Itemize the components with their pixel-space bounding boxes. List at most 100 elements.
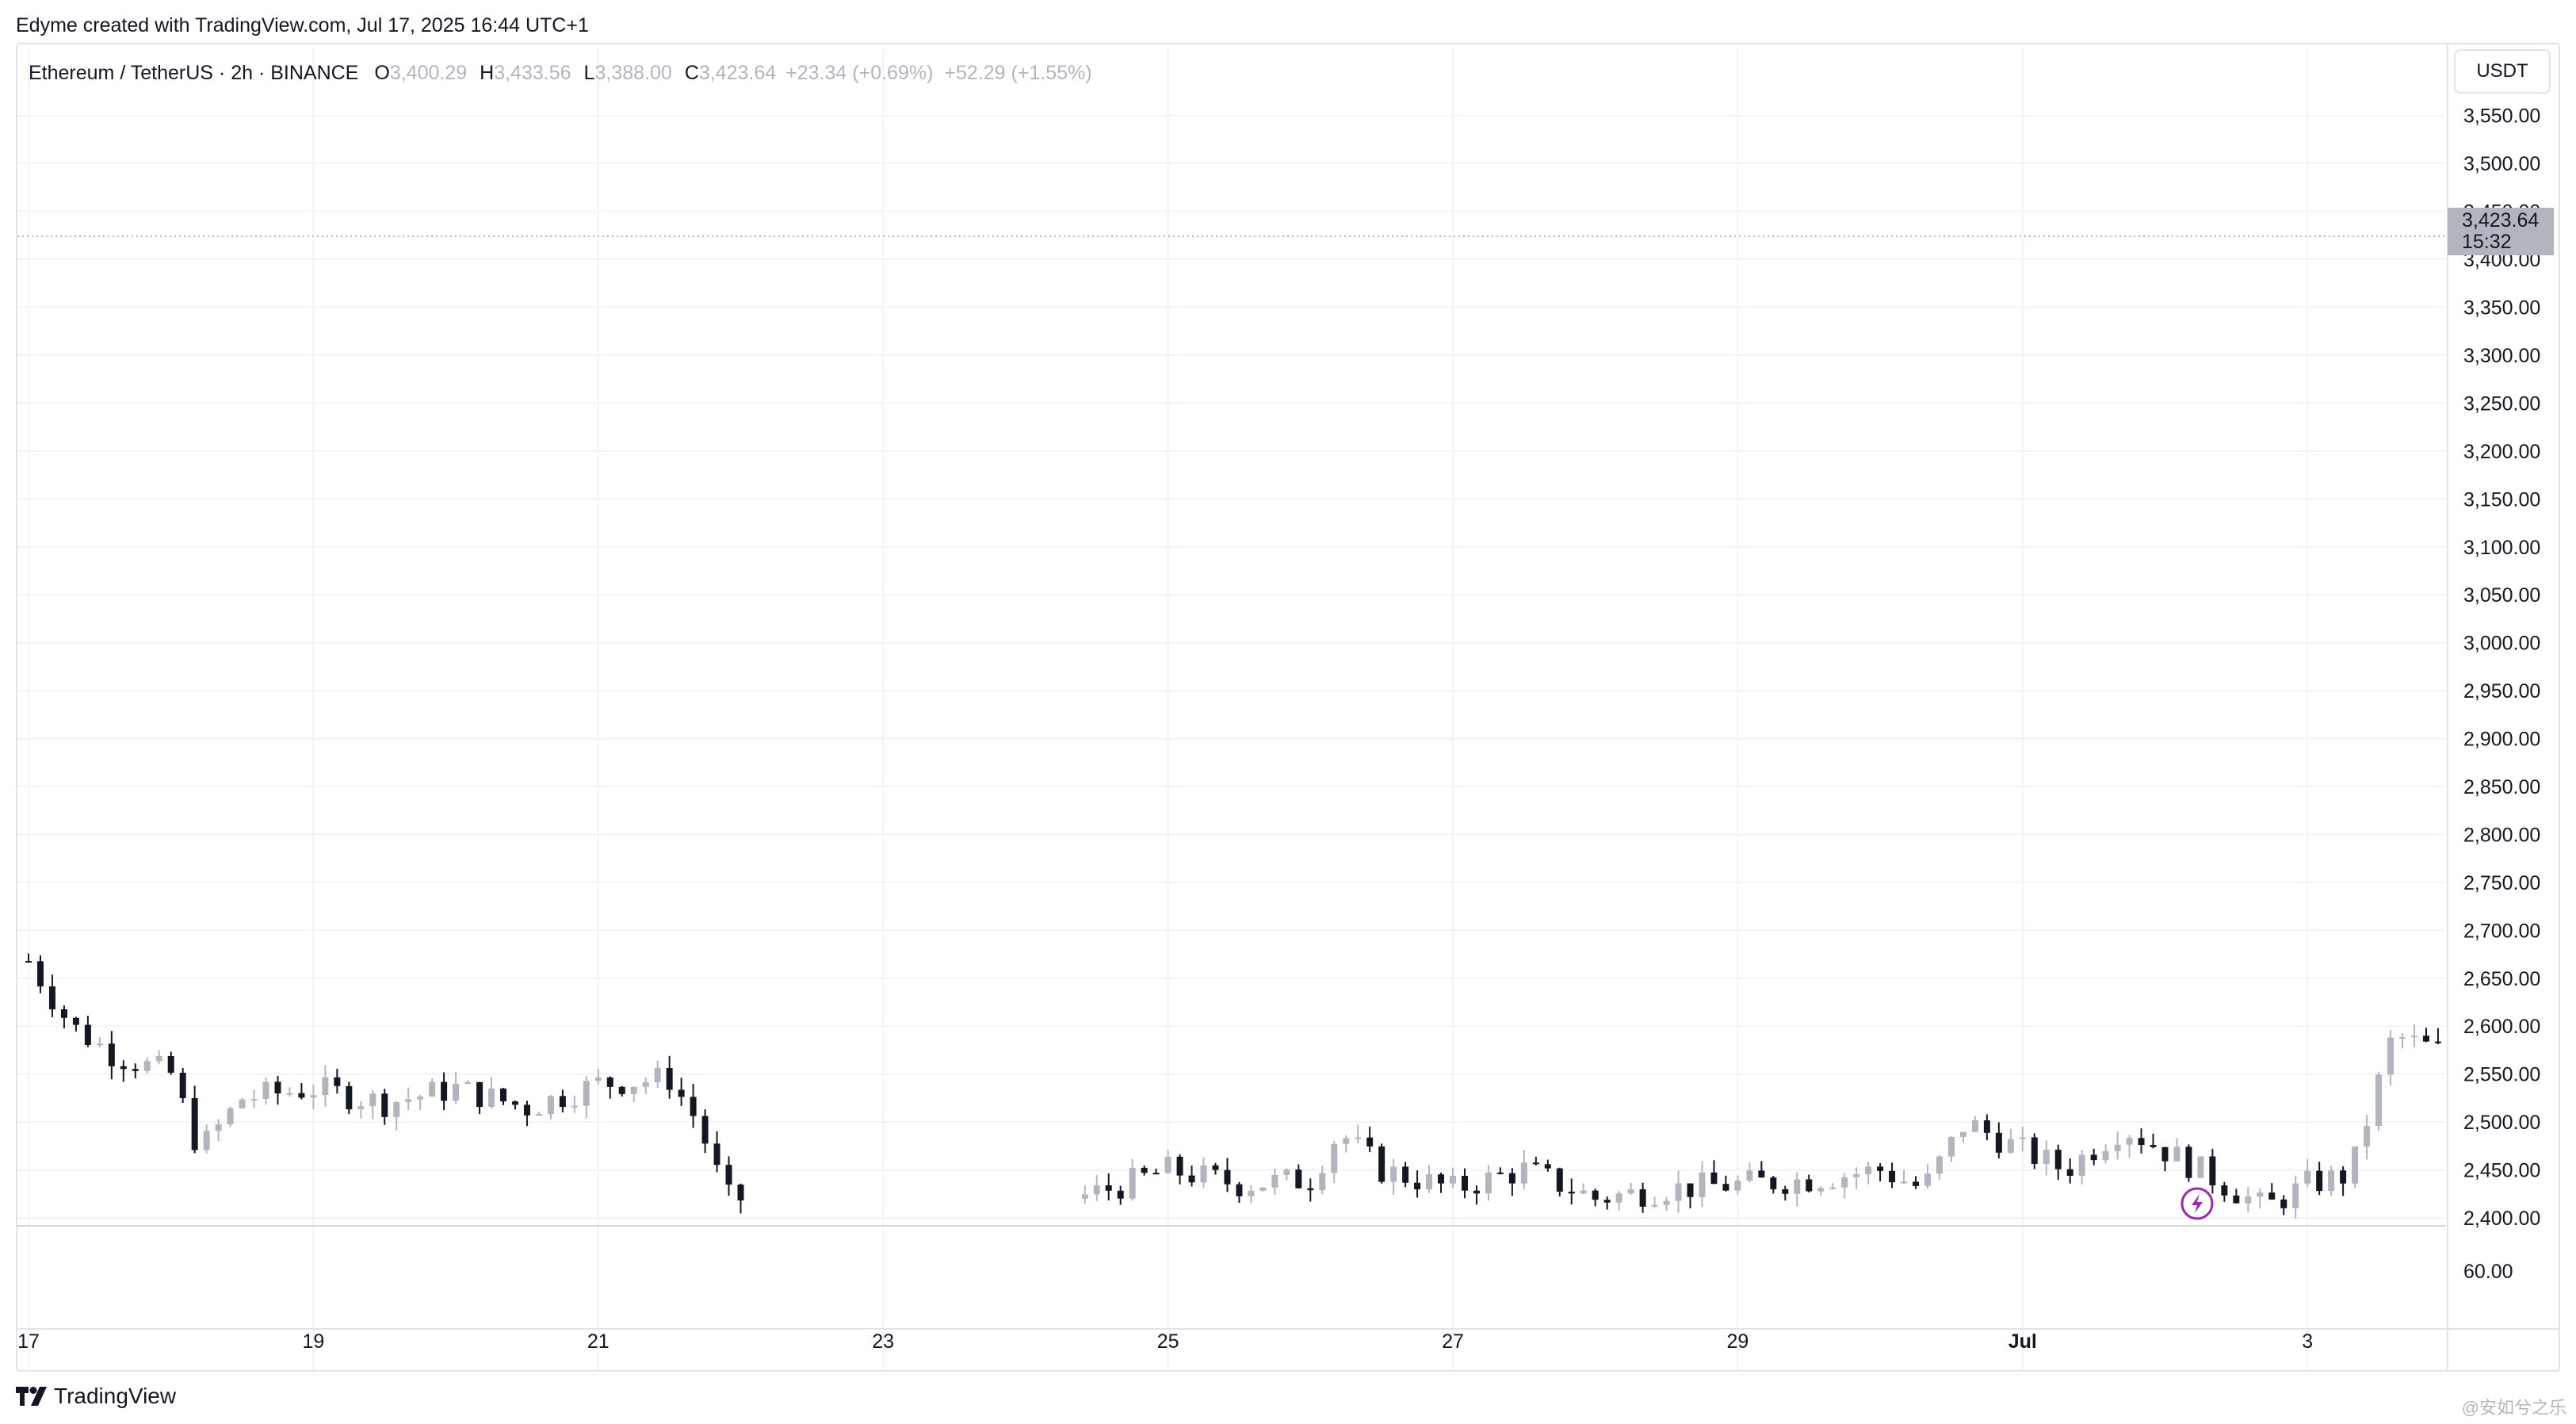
candle-up: [1485, 1172, 1492, 1194]
candle-down: [2340, 1170, 2347, 1184]
candle-down: [2054, 1150, 2062, 1169]
candle-up: [1520, 1162, 1527, 1184]
candle-down: [1105, 1185, 1112, 1191]
price-tick-label: 2,850.00: [2463, 776, 2540, 798]
candle-up: [250, 1099, 258, 1101]
candle-down: [2161, 1146, 2169, 1162]
candle-up: [1580, 1190, 1587, 1194]
symbol-legend: Ethereum / TetherUS · 2h · BINANCE O 3,4…: [29, 57, 1103, 89]
candle-down: [1402, 1166, 1409, 1183]
candle-down: [1889, 1170, 1896, 1183]
candle-up: [594, 1077, 602, 1081]
tradingview-logo-icon: [16, 1387, 47, 1406]
candle-up: [1746, 1170, 1753, 1181]
candle-up: [1865, 1166, 1872, 1175]
last-price-label: 3,423.64 15:32: [2448, 208, 2554, 255]
change-value-2: +52.29 (+1.55%): [944, 61, 1092, 84]
time-tick-label: Jul: [2008, 1330, 2037, 1353]
candle-up: [2364, 1126, 2371, 1146]
candle-down: [1366, 1137, 1374, 1146]
candle-down: [1983, 1120, 1990, 1133]
candle-down: [690, 1097, 697, 1116]
candle-down: [2233, 1195, 2240, 1204]
price-tick-label: 2,450.00: [2463, 1160, 2540, 1182]
candle-up: [2245, 1196, 2252, 1204]
candle-up: [1627, 1189, 1634, 1194]
candle-up: [2114, 1144, 2121, 1151]
candle-up: [2399, 1037, 2406, 1039]
lightning-icon[interactable]: [2180, 1187, 2214, 1220]
candle-up: [1663, 1200, 1670, 1205]
low-label: L: [583, 61, 595, 84]
candle-up: [369, 1093, 376, 1107]
low-value: 3,388.00: [594, 61, 672, 84]
tradingview-logo[interactable]: TradingView: [16, 1384, 176, 1409]
candle-up: [1271, 1174, 1278, 1188]
candle-down: [1913, 1181, 1920, 1186]
candle-up: [2542, 1024, 2548, 1031]
candle-up: [571, 1105, 578, 1108]
symbol-title[interactable]: Ethereum / TetherUS · 2h · BINANCE: [29, 61, 359, 84]
candle-down: [559, 1096, 566, 1108]
candle-up: [417, 1096, 424, 1100]
candle-up: [405, 1099, 412, 1103]
price-tick-label: 2,950.00: [2463, 680, 2540, 702]
candle-up: [1390, 1166, 1397, 1182]
time-tick-label: 27: [1442, 1330, 1464, 1353]
candle-down: [334, 1077, 341, 1086]
candle-up: [2566, 1028, 2572, 1037]
candle-up: [2328, 1170, 2335, 1192]
time-tick-label: 19: [302, 1330, 324, 1353]
candle-down: [36, 961, 44, 987]
candle-down: [1496, 1172, 1504, 1174]
candle-down: [2066, 1169, 2073, 1176]
candle-down: [523, 1104, 530, 1116]
price-tick-label: 2,800.00: [2463, 824, 2540, 846]
candle-down: [1532, 1162, 1539, 1165]
candle-down: [2268, 1192, 2276, 1200]
candle-down: [1438, 1174, 1445, 1184]
currency-button[interactable]: USDT: [2454, 49, 2551, 94]
bar-countdown: 15:32: [2462, 231, 2512, 253]
candle-down: [25, 961, 32, 963]
high-value: 3,433.56: [494, 61, 571, 84]
candle-up: [488, 1088, 495, 1108]
candle-up: [1971, 1120, 1978, 1132]
candle-down: [1188, 1175, 1195, 1183]
candle-up: [2078, 1154, 2085, 1176]
candle-up: [322, 1077, 329, 1096]
candle-down: [476, 1081, 483, 1108]
candle-up: [2375, 1074, 2383, 1127]
candle-down: [1508, 1173, 1515, 1184]
candle-down: [1639, 1189, 1646, 1207]
candle-down: [606, 1077, 613, 1087]
candle-up: [547, 1096, 554, 1115]
candle-down: [108, 1043, 115, 1066]
price-tick-label: 3,100.00: [2463, 537, 2540, 559]
candle-down: [84, 1024, 91, 1045]
candle-down: [1806, 1179, 1813, 1192]
candle-down: [500, 1088, 506, 1102]
last-price-value: 3,423.64: [2462, 209, 2540, 232]
candle-up: [1081, 1194, 1088, 1199]
price-axis[interactable]: 2,400.00 2,450.00 2,500.00 2,550.00 2,600.00…: [2463, 105, 2540, 1283]
candle-down: [191, 1098, 198, 1150]
candle-down: [2422, 1035, 2429, 1042]
time-axis[interactable]: 17 19 21 23 25 27 29 Jul 3: [17, 1330, 2313, 1353]
candle-down: [737, 1185, 744, 1200]
time-tick-label: 29: [1726, 1330, 1749, 1353]
candle-down: [2185, 1146, 2192, 1178]
candle-down: [179, 1072, 186, 1099]
candle-down: [274, 1081, 281, 1093]
candle-down: [1722, 1184, 1729, 1191]
candle-down: [1176, 1156, 1183, 1176]
price-tick-label: 3,500.00: [2463, 153, 2540, 175]
candle-down: [1295, 1169, 1302, 1189]
candle-down: [60, 1009, 67, 1018]
price-tick-label: 3,250.00: [2463, 392, 2540, 415]
candle-down: [2554, 1024, 2560, 1037]
candle-down: [167, 1056, 174, 1073]
candles[interactable]: [25, 201, 2576, 1219]
candle-up: [96, 1043, 103, 1046]
